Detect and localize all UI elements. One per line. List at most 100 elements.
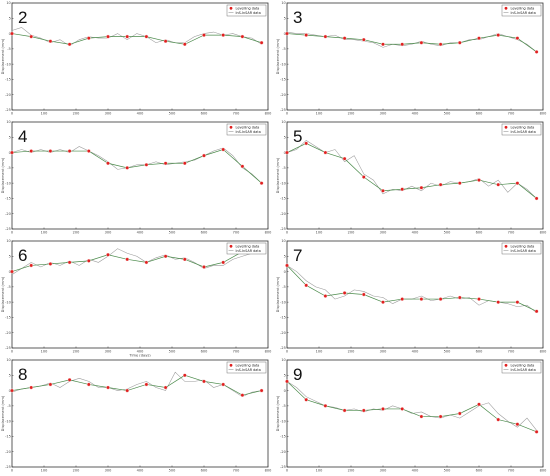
- levelling-point: [496, 417, 501, 422]
- y-tick-label: -10: [5, 181, 11, 185]
- levelling-point: [515, 300, 520, 305]
- x-tick-label: 700: [233, 350, 240, 354]
- legend-marker-levelling: [504, 6, 508, 10]
- levelling-point: [48, 262, 53, 266]
- levelling-point: [342, 36, 347, 41]
- x-tick: 800: [540, 108, 546, 116]
- y-tick-label: -5: [282, 285, 286, 289]
- levelling-point: [400, 407, 405, 411]
- y-tick: -20: [5, 93, 14, 97]
- y-tick: 5: [284, 16, 289, 20]
- y-tick: -20: [280, 93, 289, 97]
- x-tick: 700: [233, 465, 239, 473]
- x-tick-label: 100: [41, 231, 48, 235]
- x-tick-label: 600: [201, 350, 208, 354]
- x-tick-label: 200: [73, 469, 80, 473]
- y-tick: -5: [7, 285, 14, 289]
- x-tick: 500: [169, 227, 175, 235]
- y-tick-label: -25: [280, 108, 286, 112]
- x-tick-label: 800: [265, 231, 272, 235]
- levelling-point: [400, 297, 405, 301]
- legend-marker-levelling: [229, 6, 233, 10]
- y-axis-label: Displacement (mm): [1, 276, 5, 312]
- series-levelling-line: [286, 143, 537, 199]
- legend-entry: Levelling data: [236, 126, 260, 130]
- x-tick: 200: [73, 227, 79, 235]
- x-tick: 500: [444, 346, 450, 354]
- levelling-point: [106, 34, 110, 39]
- y-tick-label: 0: [284, 270, 286, 274]
- y-tick-label: 10: [6, 239, 10, 243]
- x-tick-label: 0: [11, 469, 13, 473]
- levelling-point: [48, 149, 53, 153]
- x-tick-label: 0: [11, 231, 13, 235]
- y-tick-label: 5: [9, 16, 11, 20]
- x-tick: 600: [476, 108, 482, 116]
- y-tick-label: -5: [282, 404, 286, 408]
- y-tick: -15: [280, 316, 289, 320]
- x-tick-label: 400: [137, 469, 144, 473]
- x-tick: 300: [380, 108, 386, 116]
- levelling-point: [106, 161, 110, 166]
- y-tick-label: -5: [7, 166, 11, 170]
- chart-panel-2: 0 100 200 300 400 500 600 700 800 -25 -20 -15 -10 -5 0…: [0, 0, 275, 119]
- levelling-point: [125, 165, 130, 170]
- x-tick: 700: [233, 108, 240, 116]
- x-axis-label: Time (days): [128, 354, 151, 358]
- chart-panel-9: 0 100 200 300 400 500 600 700 800 -25 -20 -15 -10 -5 0…: [275, 357, 550, 476]
- panel-number-label: 2: [18, 8, 27, 27]
- x-tick-label: 700: [233, 112, 240, 116]
- y-tick-label: -25: [280, 346, 286, 350]
- legend-entry: InS-InSAR data: [511, 368, 536, 372]
- y-axis-label: Displacement (mm): [276, 157, 280, 193]
- levelling-point: [163, 254, 168, 259]
- x-tick: 0: [286, 108, 288, 116]
- x-tick-label: 200: [348, 231, 355, 235]
- levelling-point: [342, 291, 347, 295]
- x-tick-label: 400: [137, 112, 144, 116]
- levelling-point: [163, 385, 168, 390]
- series-insar-line: [286, 265, 537, 314]
- y-tick: -5: [282, 47, 289, 51]
- x-tick-label: 600: [201, 231, 208, 235]
- legend-entry: Levelling data: [236, 364, 260, 368]
- levelling-point: [10, 31, 14, 36]
- y-tick-label: 10: [6, 358, 10, 362]
- levelling-point: [144, 34, 149, 39]
- chart-svg-7: 0 100 200 300 400 500 600 700 800 -25 -20 -15 -10 -5 0…: [276, 239, 546, 354]
- y-axis-label: Displacement (mm): [1, 157, 5, 193]
- x-tick-label: 300: [105, 469, 112, 473]
- x-tick-label: 600: [476, 469, 483, 473]
- y-tick: -20: [5, 450, 14, 454]
- legend-marker-levelling: [229, 125, 233, 129]
- levelling-point: [125, 34, 130, 39]
- y-tick: -15: [5, 435, 14, 439]
- y-tick-label: 10: [6, 120, 10, 124]
- legend-entry: Levelling data: [236, 7, 260, 11]
- levelling-point: [438, 297, 443, 301]
- x-tick: 300: [380, 227, 386, 235]
- levelling-point: [496, 300, 501, 305]
- plot-frame: [286, 359, 544, 468]
- x-tick-label: 400: [137, 350, 144, 354]
- levelling-point: [221, 33, 226, 37]
- y-tick: 10: [281, 1, 289, 5]
- y-tick-label: 0: [9, 32, 11, 36]
- y-tick: 10: [281, 120, 289, 124]
- series-insar-line: [286, 139, 537, 199]
- levelling-point: [182, 42, 187, 47]
- y-tick-label: -15: [280, 316, 286, 320]
- levelling-point: [144, 382, 149, 387]
- y-tick-label: -5: [282, 166, 286, 170]
- series-insar-line: [286, 31, 537, 53]
- chart-panel-4: 0 100 200 300 400 500 600 700 800 -25 -20 -15 -10 -5 0…: [0, 119, 275, 238]
- y-tick: -20: [5, 331, 14, 335]
- x-tick: 100: [41, 108, 47, 116]
- x-tick: 400: [137, 227, 143, 235]
- levelling-point: [361, 175, 366, 179]
- x-tick: 600: [201, 108, 207, 116]
- x-tick-label: 400: [412, 350, 419, 354]
